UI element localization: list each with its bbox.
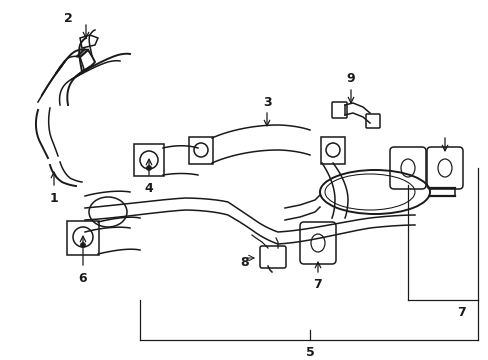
- Text: 2: 2: [63, 12, 72, 24]
- Text: 3: 3: [262, 95, 271, 108]
- Text: 7: 7: [313, 278, 322, 291]
- Text: 6: 6: [79, 271, 87, 284]
- Text: 5: 5: [305, 346, 314, 359]
- Circle shape: [81, 243, 85, 248]
- Text: 7: 7: [457, 306, 466, 319]
- Text: 8: 8: [240, 256, 249, 269]
- Circle shape: [146, 166, 151, 171]
- Text: 1: 1: [49, 192, 58, 204]
- Text: 9: 9: [346, 72, 355, 85]
- Text: 4: 4: [144, 181, 153, 194]
